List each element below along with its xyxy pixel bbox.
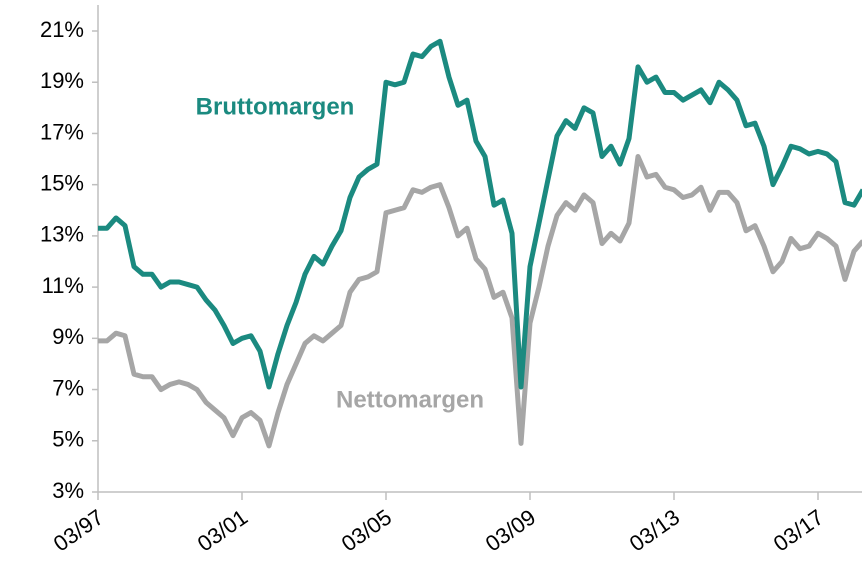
y-tick-label: 11% xyxy=(42,273,84,298)
series-label: Bruttomargen xyxy=(196,93,355,120)
y-tick-label: 9% xyxy=(52,324,84,349)
y-tick-label: 15% xyxy=(40,170,84,195)
x-tick-label: 03/01 xyxy=(193,504,252,556)
x-tick-label: 03/97 xyxy=(49,504,108,556)
y-tick-label: 17% xyxy=(40,119,84,144)
y-tick-label: 13% xyxy=(40,222,84,247)
series-label: Nettomargen xyxy=(336,386,484,413)
y-tick-label: 21% xyxy=(40,17,84,42)
y-tick-label: 19% xyxy=(40,68,84,93)
x-tick-label: 03/05 xyxy=(337,504,396,556)
y-tick-label: 3% xyxy=(52,478,84,503)
line-series xyxy=(98,153,862,449)
y-tick-label: 5% xyxy=(52,427,84,452)
x-tick-label: 03/17 xyxy=(769,504,828,556)
x-tick-label: 03/09 xyxy=(481,504,540,556)
x-tick-label: 03/13 xyxy=(625,504,684,556)
line-series xyxy=(98,38,862,390)
plot-area xyxy=(98,38,862,449)
y-tick-label: 7% xyxy=(52,375,84,400)
